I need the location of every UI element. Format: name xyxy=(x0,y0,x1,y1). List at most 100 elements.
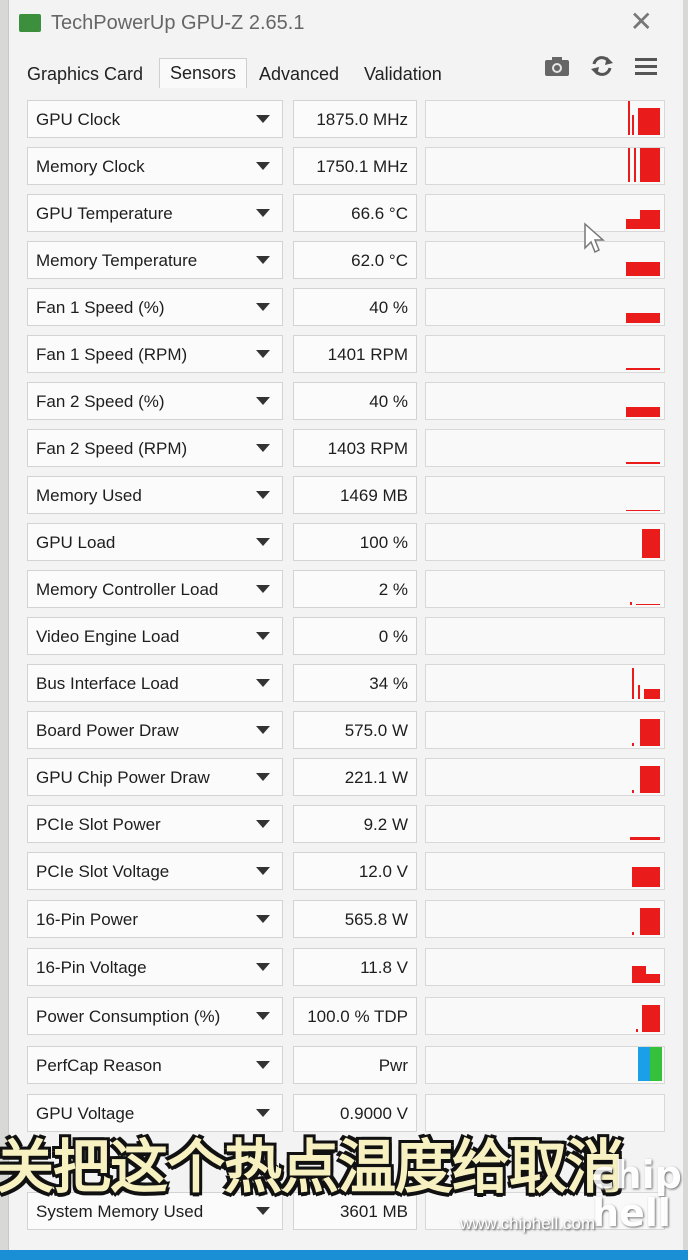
sensor-row: GPU Voltage 0.9000 V xyxy=(27,1094,667,1134)
watermark-url: www.chiphell.com xyxy=(460,1214,596,1233)
sensor-name-dropdown[interactable]: Fan 1 Speed (RPM) xyxy=(27,335,283,373)
sensor-value: 1401 RPM xyxy=(327,345,408,364)
sensor-value: Pwr xyxy=(378,1056,408,1075)
sensor-name-dropdown[interactable]: Memory Clock xyxy=(27,147,283,185)
sensor-value: 1469 MB xyxy=(339,486,408,505)
refresh-icon[interactable] xyxy=(589,54,615,84)
sensor-name-dropdown[interactable]: Bus Interface Load xyxy=(27,664,283,702)
sensor-name-dropdown[interactable]: Video Engine Load xyxy=(27,617,283,655)
sensor-value-box: 0.9000 V xyxy=(293,1094,417,1132)
sensor-name-dropdown[interactable]: Memory Used xyxy=(27,476,283,514)
hamburger-menu-icon[interactable] xyxy=(633,54,659,84)
dropdown-arrow-icon[interactable] xyxy=(256,256,270,264)
sensor-name-label: Fan 1 Speed (RPM) xyxy=(36,345,188,364)
sensor-name-dropdown[interactable]: PerfCap Reason xyxy=(27,1046,283,1084)
dropdown-arrow-icon[interactable] xyxy=(256,115,270,123)
sensor-row: Fan 2 Speed (RPM) 1403 RPM xyxy=(27,429,667,469)
dropdown-arrow-icon[interactable] xyxy=(256,444,270,452)
sensor-value-box: Pwr xyxy=(293,1046,417,1084)
dropdown-arrow-icon[interactable] xyxy=(256,585,270,593)
dropdown-arrow-icon[interactable] xyxy=(256,726,270,734)
sensor-graph xyxy=(425,711,665,749)
sensor-name-label: PCIe Slot Power xyxy=(36,815,161,834)
sensor-row: GPU Load 100 % xyxy=(27,523,667,563)
sensor-row: Power Consumption (%) 100.0 % TDP xyxy=(27,997,667,1037)
tab-validation[interactable]: Validation xyxy=(364,64,442,84)
sensor-row: 16-Pin Voltage 11.8 V xyxy=(27,948,667,988)
sensor-value-box: 66.6 °C xyxy=(293,194,417,232)
graph-bar xyxy=(632,867,660,887)
dropdown-arrow-icon[interactable] xyxy=(256,491,270,499)
dropdown-arrow-icon[interactable] xyxy=(256,1061,270,1069)
sensor-value-box: 2 % xyxy=(293,570,417,608)
sensor-name-dropdown[interactable]: GPU Voltage xyxy=(27,1094,283,1132)
sensor-name-label: Memory Clock xyxy=(36,157,145,176)
dropdown-arrow-icon[interactable] xyxy=(256,162,270,170)
sensor-value-box: 3601 MB xyxy=(293,1192,417,1230)
sensor-name-dropdown[interactable]: 16-Pin Power xyxy=(27,900,283,938)
sensor-name-dropdown[interactable]: Fan 2 Speed (RPM) xyxy=(27,429,283,467)
sensor-name-label: Board Power Draw xyxy=(36,721,179,740)
sensor-name-dropdown[interactable]: GPU Clock xyxy=(27,100,283,138)
sensor-value-box: 34 % xyxy=(293,664,417,702)
sensor-value: 565.8 W xyxy=(344,910,408,929)
sensor-name-dropdown[interactable]: Memory Controller Load xyxy=(27,570,283,608)
dropdown-arrow-icon[interactable] xyxy=(256,773,270,781)
sensor-value: 1875.0 MHz xyxy=(316,110,408,129)
sensor-name-dropdown[interactable]: PCIe Slot Power xyxy=(27,805,283,843)
sensor-row: Fan 2 Speed (%) 40 % xyxy=(27,382,667,422)
video-subtitle: 关把这个热点温度给取消 xyxy=(0,1133,624,1201)
sensor-name-label: PCIe Slot Voltage xyxy=(36,862,170,881)
sensor-value: 11.8 V xyxy=(360,958,408,977)
title-bar: TechPowerUp GPU-Z 2.65.1 ✕ xyxy=(9,0,683,48)
tab-graphics-card[interactable]: Graphics Card xyxy=(27,64,144,84)
dropdown-arrow-icon[interactable] xyxy=(256,963,270,971)
sensor-graph xyxy=(425,948,665,986)
sensor-value: 40 % xyxy=(369,392,408,411)
sensor-row: Fan 1 Speed (%) 40 % xyxy=(27,288,667,328)
sensor-graph xyxy=(425,429,665,467)
dropdown-arrow-icon[interactable] xyxy=(256,1207,270,1215)
dropdown-arrow-icon[interactable] xyxy=(256,350,270,358)
dropdown-arrow-icon[interactable] xyxy=(256,209,270,217)
sensor-row: Board Power Draw 575.0 W xyxy=(27,711,667,751)
dropdown-arrow-icon[interactable] xyxy=(256,679,270,687)
sensor-name-dropdown[interactable]: Board Power Draw xyxy=(27,711,283,749)
tab-sensors[interactable]: Sensors xyxy=(159,58,248,88)
sensor-name-dropdown[interactable]: PCIe Slot Voltage xyxy=(27,852,283,890)
sensor-value: 3601 MB xyxy=(339,1202,408,1221)
sensor-name-dropdown[interactable]: GPU Chip Power Draw xyxy=(27,758,283,796)
close-icon[interactable]: ✕ xyxy=(629,6,653,37)
graph-bar xyxy=(630,837,660,840)
dropdown-arrow-icon[interactable] xyxy=(256,538,270,546)
sensor-graph xyxy=(425,382,665,420)
tab-advanced[interactable]: Advanced xyxy=(259,64,340,84)
perfcap-bar-blue xyxy=(638,1047,650,1081)
sensor-graph xyxy=(425,805,665,843)
dropdown-arrow-icon[interactable] xyxy=(256,1012,270,1020)
camera-icon[interactable] xyxy=(543,54,571,84)
sensor-graph xyxy=(425,900,665,938)
sensor-row: Memory Temperature 62.0 °C xyxy=(27,241,667,281)
sensor-name-dropdown[interactable]: GPU Load xyxy=(27,523,283,561)
dropdown-arrow-icon[interactable] xyxy=(256,867,270,875)
graph-bar xyxy=(640,766,660,793)
sensor-name-dropdown[interactable]: System Memory Used xyxy=(27,1192,283,1230)
sensor-name-dropdown[interactable]: Memory Temperature xyxy=(27,241,283,279)
graph-bar xyxy=(642,529,660,558)
sensor-value: 575.0 W xyxy=(344,721,408,740)
sensor-value-box: 40 % xyxy=(293,382,417,420)
sensor-value: 62.0 °C xyxy=(351,251,408,270)
sensor-name-dropdown[interactable]: Power Consumption (%) xyxy=(27,997,283,1035)
sensor-name-dropdown[interactable]: GPU Temperature xyxy=(27,194,283,232)
dropdown-arrow-icon[interactable] xyxy=(256,303,270,311)
sensor-name-dropdown[interactable]: Fan 2 Speed (%) xyxy=(27,382,283,420)
dropdown-arrow-icon[interactable] xyxy=(256,820,270,828)
dropdown-arrow-icon[interactable] xyxy=(256,397,270,405)
sensor-name-dropdown[interactable]: Fan 1 Speed (%) xyxy=(27,288,283,326)
sensor-name-dropdown[interactable]: 16-Pin Voltage xyxy=(27,948,283,986)
dropdown-arrow-icon[interactable] xyxy=(256,915,270,923)
dropdown-arrow-icon[interactable] xyxy=(256,1109,270,1117)
dropdown-arrow-icon[interactable] xyxy=(256,632,270,640)
sensor-row: PCIe Slot Power 9.2 W xyxy=(27,805,667,845)
